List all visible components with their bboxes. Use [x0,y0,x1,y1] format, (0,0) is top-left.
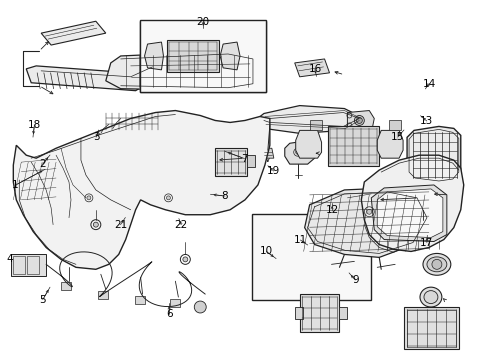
Bar [61,282,71,290]
Text: 16: 16 [308,64,321,74]
Bar [13,256,25,274]
Circle shape [356,117,362,123]
Text: 9: 9 [351,275,358,285]
Bar [167,40,219,72]
Bar [339,307,346,319]
Ellipse shape [416,183,428,189]
Bar [299,294,339,332]
Bar [403,307,458,349]
Polygon shape [295,130,321,158]
Bar [327,126,379,166]
Polygon shape [26,63,160,91]
Bar [27,256,39,274]
Text: 6: 6 [165,309,172,319]
Polygon shape [41,21,105,45]
Circle shape [87,196,91,200]
Text: 17: 17 [419,238,432,248]
Text: 4: 4 [7,253,14,264]
Circle shape [431,260,441,269]
Text: 22: 22 [174,220,187,230]
Polygon shape [361,155,463,251]
Ellipse shape [419,287,441,307]
Circle shape [295,150,299,154]
Text: 1: 1 [12,180,18,190]
Bar [215,148,246,176]
Polygon shape [346,111,373,132]
Bar [416,188,428,210]
Text: 10: 10 [259,247,272,256]
Polygon shape [144,42,163,70]
Text: 20: 20 [196,17,209,27]
Text: 3: 3 [93,132,100,142]
Text: 2: 2 [40,159,46,169]
Ellipse shape [423,291,437,303]
Bar [246,155,254,167]
Polygon shape [376,130,402,158]
Circle shape [354,116,364,125]
Bar [98,291,107,299]
Polygon shape [13,111,269,269]
Polygon shape [294,59,329,77]
Polygon shape [284,140,314,164]
Text: 15: 15 [390,132,404,142]
Polygon shape [370,185,446,242]
Bar [134,296,144,304]
Circle shape [183,257,187,262]
Ellipse shape [343,192,374,208]
Polygon shape [376,189,442,238]
Text: 18: 18 [28,120,41,130]
Text: 5: 5 [40,295,46,305]
Circle shape [194,301,206,313]
Text: 13: 13 [419,116,432,126]
Bar [294,307,302,319]
Polygon shape [406,126,460,184]
Text: 8: 8 [221,191,228,201]
Text: 7: 7 [241,154,247,163]
Polygon shape [195,41,215,59]
Circle shape [418,218,426,226]
Circle shape [93,222,98,227]
Polygon shape [105,51,254,91]
Bar [406,310,455,347]
Text: 21: 21 [114,220,127,230]
Circle shape [166,196,170,200]
Polygon shape [304,188,428,257]
Bar [140,21,266,93]
Polygon shape [220,42,240,70]
Ellipse shape [422,253,450,275]
Ellipse shape [426,257,446,272]
Bar [11,255,46,276]
Bar [388,121,400,130]
Text: 19: 19 [266,166,280,176]
Bar [139,20,265,92]
Text: 14: 14 [422,78,435,89]
Bar [251,214,370,300]
Polygon shape [262,148,273,158]
Bar [170,299,180,307]
Bar [309,121,321,130]
Text: 11: 11 [293,235,306,245]
Circle shape [366,209,371,214]
Text: 12: 12 [325,205,338,215]
Polygon shape [254,105,364,133]
